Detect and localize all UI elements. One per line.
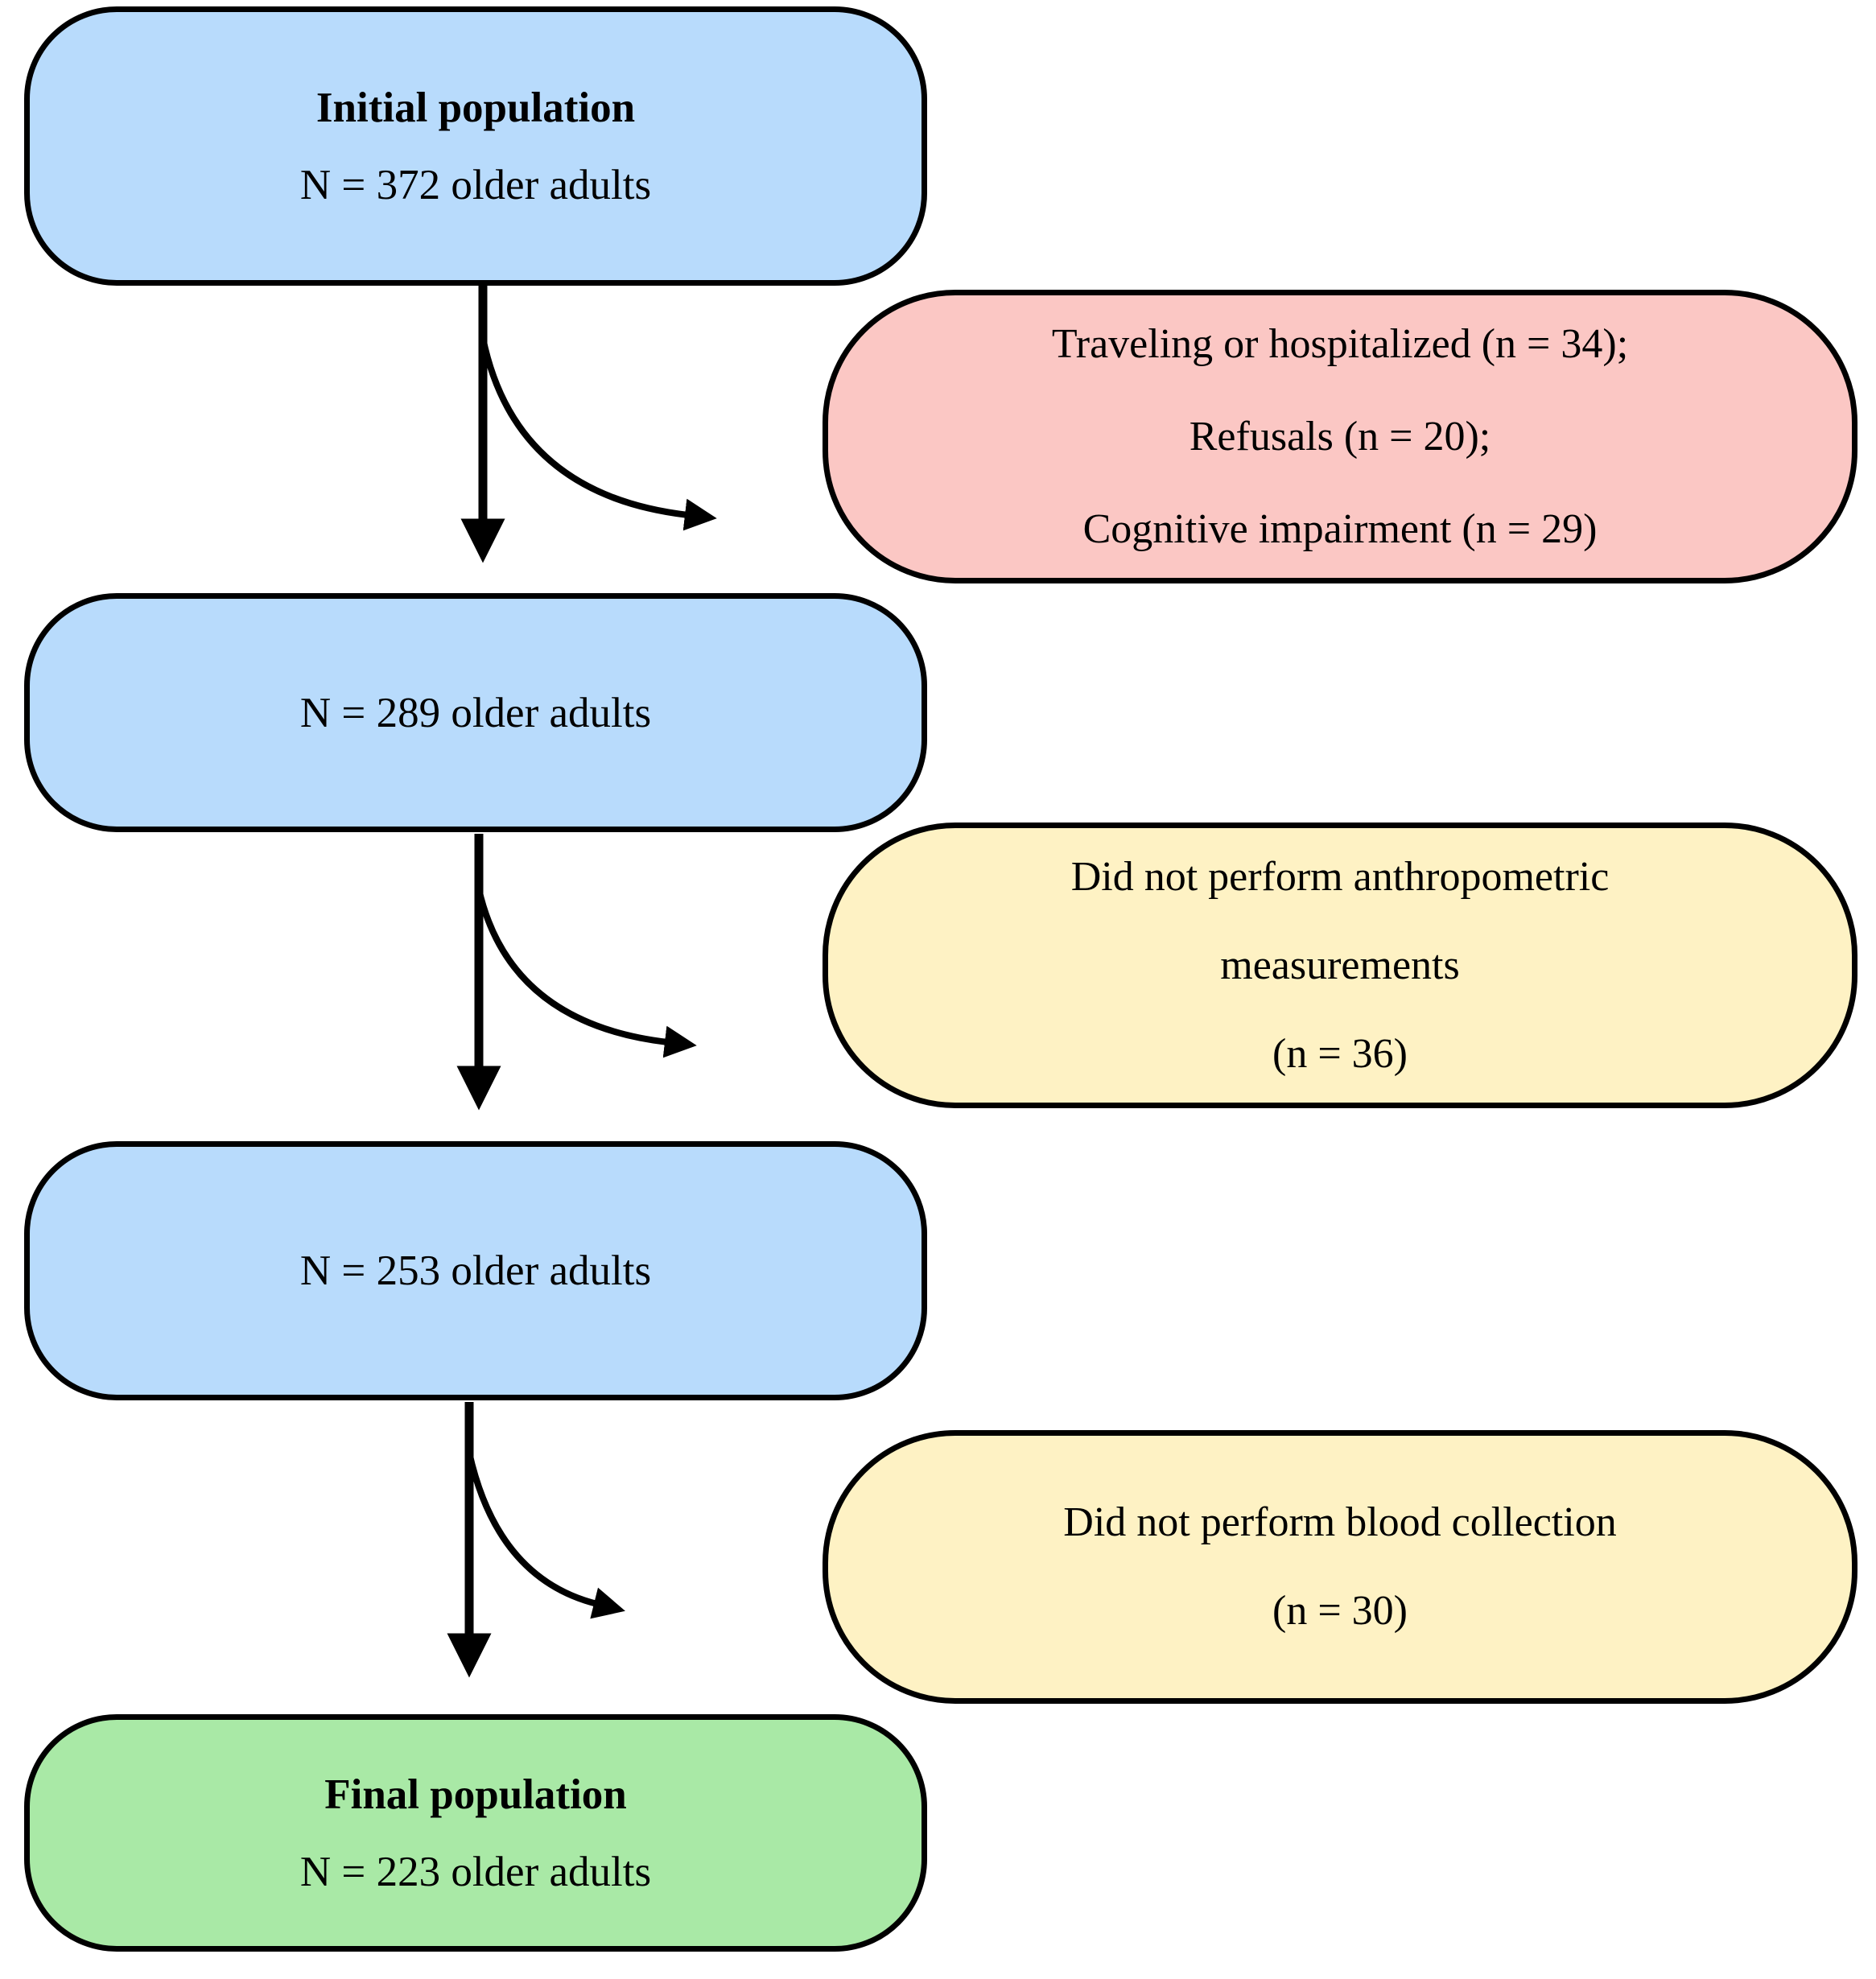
arrow-initial-to-step2 [460,285,717,563]
step3-population-count: N = 253 older adults [299,1247,652,1294]
exclusion-blood-collection-line1: Did not perform blood collection [1063,1499,1617,1545]
exclusion-line-cognitive-impairment: Cognitive impairment (n = 29) [1082,506,1598,552]
final-population-count: N = 223 older adults [299,1848,652,1895]
exclusion-line-traveling-hospitalized: Traveling or hospitalized (n = 34); [1051,321,1629,367]
initial-population-title: Initial population [315,84,636,131]
exclusion-anthropometric-line1: Did not perform anthropometric [1070,853,1610,900]
final-population-box: Final population N = 223 older adults [24,1714,927,1952]
exclusion-anthropometric-count: (n = 36) [1272,1030,1408,1077]
arrow-step2-to-step3 [456,834,697,1111]
exclusion-line-refusals: Refusals (n = 20); [1189,414,1491,460]
exclusion-box-anthropometric: Did not perform anthropometric measureme… [823,823,1857,1108]
branch-arrow-exclusion-2 [476,888,697,1058]
exclusion-blood-collection-count: (n = 30) [1272,1588,1408,1634]
step2-population-box: N = 289 older adults [24,593,927,832]
exclusion-anthropometric-line2: measurements [1220,942,1460,988]
arrow-step3-to-final [447,1402,625,1678]
branch-arrow-exclusion-1 [480,337,717,531]
exclusion-box-blood-collection: Did not perform blood collection (n = 30… [823,1430,1857,1704]
exclusion-box-first: Traveling or hospitalized (n = 34); Refu… [823,290,1857,583]
initial-population-count: N = 372 older adults [299,161,652,208]
step3-population-box: N = 253 older adults [24,1141,927,1400]
step2-population-count: N = 289 older adults [299,689,652,736]
initial-population-box: Initial population N = 372 older adults [24,6,927,286]
final-population-title: Final population [324,1771,627,1818]
branch-arrow-exclusion-3 [466,1452,625,1619]
